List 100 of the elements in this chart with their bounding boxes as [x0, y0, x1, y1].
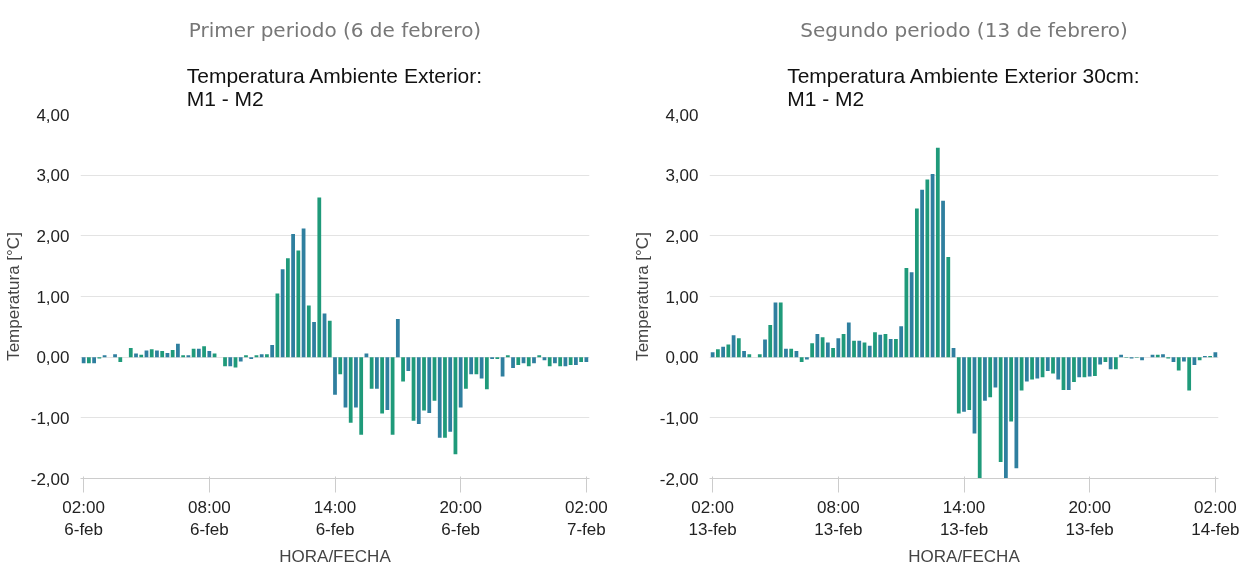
bar [406, 357, 411, 372]
bar [899, 326, 904, 358]
bar [799, 357, 804, 363]
bar [726, 344, 731, 358]
bar [1024, 357, 1029, 382]
bar [998, 357, 1003, 463]
y-tick-label: 0,00 [36, 348, 70, 368]
bar [416, 357, 421, 424]
bar [956, 357, 961, 414]
x-tick-label: 20:00 13-feb [1065, 497, 1114, 540]
bar [946, 257, 951, 358]
bar [1030, 357, 1034, 380]
bar [81, 357, 86, 364]
bar [1187, 357, 1192, 391]
bar [155, 350, 159, 358]
bar [710, 352, 715, 358]
bar [810, 343, 815, 358]
bar [1161, 354, 1165, 358]
bar [894, 338, 898, 358]
bar [1197, 357, 1202, 361]
bar [1051, 357, 1055, 374]
x-tick-label: 14:00 13-feb [939, 497, 989, 540]
bar [920, 189, 924, 358]
bar [1113, 357, 1118, 370]
y-tick-label: -1,00 [659, 408, 699, 428]
bar [768, 325, 773, 358]
x-tick-label: 08:00 13-feb [814, 497, 863, 540]
bar [925, 179, 930, 358]
bar [909, 272, 914, 358]
bar [202, 346, 206, 358]
bar [831, 348, 835, 358]
y-axis-title: Temperatura [°C] [632, 232, 652, 361]
bar [1098, 357, 1103, 365]
bar [369, 357, 374, 389]
bar [401, 357, 405, 382]
bar [1004, 357, 1008, 479]
bar [1056, 357, 1061, 380]
bar [427, 357, 432, 413]
y-tick-label: 1,00 [36, 287, 70, 307]
x-tick-label: 08:00 6-feb [188, 497, 231, 540]
bar [1176, 357, 1181, 371]
y-tick-label: 3,00 [36, 166, 70, 186]
x-tick-label: 02:00 7-feb [565, 497, 608, 540]
bar [873, 332, 877, 358]
bar [1077, 357, 1082, 378]
bar [878, 334, 883, 358]
bar [736, 338, 741, 358]
bar [1182, 357, 1186, 362]
bar [1014, 357, 1019, 469]
chart-subtitle: Segundo periodo (13 de febrero) [800, 17, 1128, 42]
bar [223, 357, 227, 367]
bar [747, 354, 752, 358]
bar [458, 357, 463, 408]
bar [757, 354, 762, 358]
bar [553, 357, 557, 364]
chart-title: Temperatura Ambiente Exterior: M1 - M2 [186, 63, 483, 110]
chart-subtitle: Primer periodo (6 de febrero) [188, 17, 482, 42]
bar [280, 269, 285, 358]
bar [270, 345, 275, 358]
bar [805, 357, 809, 360]
x-tick-label: 14:00 6-feb [313, 497, 357, 540]
bar [285, 258, 290, 358]
bar [327, 320, 332, 358]
x-tick-label: 02:00 13-feb [688, 497, 737, 540]
bar [967, 357, 972, 410]
bar [380, 357, 385, 414]
bar [259, 354, 264, 358]
bar [207, 351, 212, 358]
bar [836, 338, 841, 358]
bar [291, 234, 295, 358]
bar [532, 357, 536, 364]
bar [977, 357, 982, 479]
bar [825, 342, 830, 358]
chart-title: Temperatura Ambiente Exterior 30cm: M1 - M2 [787, 63, 1140, 110]
bar [448, 357, 453, 432]
bar [1093, 357, 1097, 376]
bar [1072, 357, 1076, 383]
bar [228, 357, 233, 367]
y-tick-label: -1,00 [30, 408, 70, 428]
bar [516, 357, 521, 366]
bar [579, 357, 584, 363]
bar [914, 208, 919, 358]
bar [176, 343, 180, 358]
bar [348, 357, 353, 423]
bar [359, 357, 364, 435]
bar [437, 357, 442, 438]
bar [867, 345, 872, 358]
bar [422, 357, 426, 411]
y-tick-label: -2,00 [659, 469, 699, 489]
bar [118, 357, 123, 363]
bar [443, 357, 447, 438]
bar [715, 349, 720, 358]
bar [547, 357, 552, 367]
bar [742, 351, 746, 358]
x-tick-label: 20:00 6-feb [439, 497, 482, 540]
bar [484, 357, 489, 390]
bar [464, 357, 468, 389]
bar [296, 250, 301, 358]
y-tick-label: 0,00 [665, 348, 699, 368]
bar [815, 334, 820, 358]
